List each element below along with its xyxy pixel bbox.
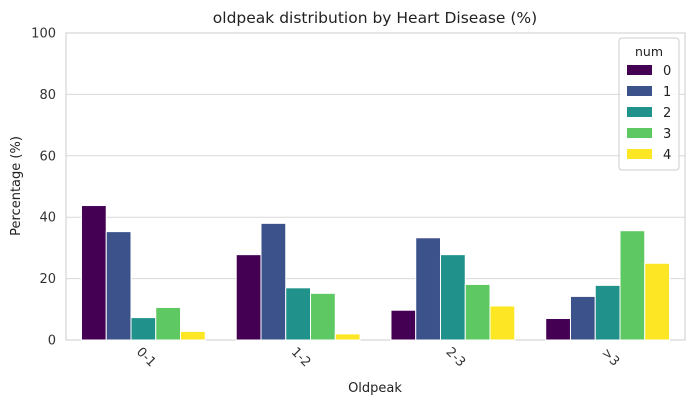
bar-2-3-series-2 bbox=[439, 254, 466, 341]
bar-2-3-series-3 bbox=[464, 283, 491, 341]
bar-0-1-series-0 bbox=[80, 205, 107, 341]
bar->3-series-4 bbox=[644, 262, 671, 341]
bar->3-series-2 bbox=[594, 284, 621, 341]
bar->3-series-3 bbox=[619, 230, 646, 341]
y-tick-label: 100 bbox=[31, 27, 56, 42]
legend-swatch bbox=[627, 86, 652, 96]
y-tick-label: 60 bbox=[39, 149, 56, 164]
y-tick-label: 0 bbox=[48, 334, 56, 349]
legend-title: num bbox=[635, 44, 663, 59]
bar->3-series-1 bbox=[569, 295, 596, 341]
bar-2-3-series-0 bbox=[390, 309, 417, 341]
y-axis-ticks: 0 20 40 60 80 100 bbox=[31, 27, 56, 349]
bar->3-series-0 bbox=[545, 318, 571, 341]
bar-0-1-series-4 bbox=[180, 330, 206, 341]
bar-2-3-series-1 bbox=[415, 237, 441, 341]
chart-title: oldpeak distribution by Heart Disease (%… bbox=[213, 9, 537, 27]
legend-swatch bbox=[627, 149, 652, 159]
bars-group bbox=[80, 205, 671, 341]
bar-0-1-series-3 bbox=[155, 306, 182, 341]
legend-swatch bbox=[627, 128, 652, 138]
legend-label: 2 bbox=[663, 106, 671, 121]
legend-label: 4 bbox=[663, 148, 671, 163]
y-tick-label: 40 bbox=[39, 211, 56, 226]
y-tick-label: 20 bbox=[39, 272, 56, 287]
x-axis-label: Oldpeak bbox=[348, 381, 402, 396]
bar-1-2-series-0 bbox=[235, 254, 262, 341]
bar-1-2-series-3 bbox=[310, 292, 336, 341]
bar-1-2-series-2 bbox=[285, 287, 312, 341]
bar-2-3-series-4 bbox=[489, 305, 516, 341]
y-tick-label: 80 bbox=[39, 88, 56, 103]
bar-1-2-series-1 bbox=[260, 222, 287, 341]
legend-swatch bbox=[627, 65, 652, 75]
bar-1-2-series-4 bbox=[334, 333, 361, 341]
plot-area-frame bbox=[65, 32, 686, 341]
bar-0-1-series-2 bbox=[130, 317, 157, 341]
bar-0-1-series-1 bbox=[105, 231, 132, 341]
y-axis-label: Percentage (%) bbox=[9, 136, 24, 236]
legend-label: 0 bbox=[663, 64, 671, 79]
legend-items: 0 1 2 3 4 bbox=[627, 64, 671, 163]
legend-label: 3 bbox=[663, 127, 671, 142]
legend-label: 1 bbox=[663, 85, 671, 100]
legend: num 0 1 2 3 4 bbox=[618, 37, 680, 171]
legend-swatch bbox=[627, 107, 652, 117]
